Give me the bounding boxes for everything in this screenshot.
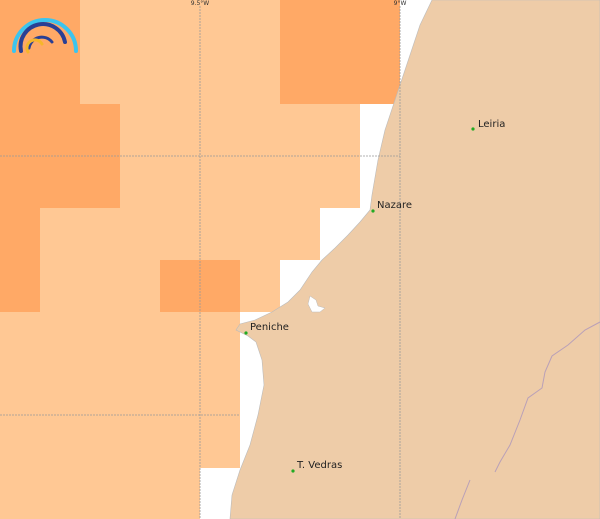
city-t-vedras[interactable]: T. Vedras [291,460,342,473]
city-dot-icon [291,469,295,473]
city-dot-icon [244,331,248,335]
city-dot-icon [371,209,375,213]
graticule-label-9w: 9°W [394,0,407,7]
city-label: Nazare [377,200,412,211]
city-leiria[interactable]: Leiria [471,119,505,131]
city-label: Leiria [478,119,505,130]
city-dot-icon [471,127,475,131]
graticule-label-9-5w: 9.5°W [191,0,210,7]
graticule [0,6,401,519]
land [229,0,600,519]
rivers [454,321,600,519]
city-label: T. Vedras [296,460,342,471]
city-nazare[interactable]: Nazare [371,200,412,213]
lagoon [307,295,326,313]
logo-rainbow-icon [12,18,78,54]
city-label: Peniche [250,322,289,333]
city-peniche[interactable]: Peniche [244,322,289,335]
